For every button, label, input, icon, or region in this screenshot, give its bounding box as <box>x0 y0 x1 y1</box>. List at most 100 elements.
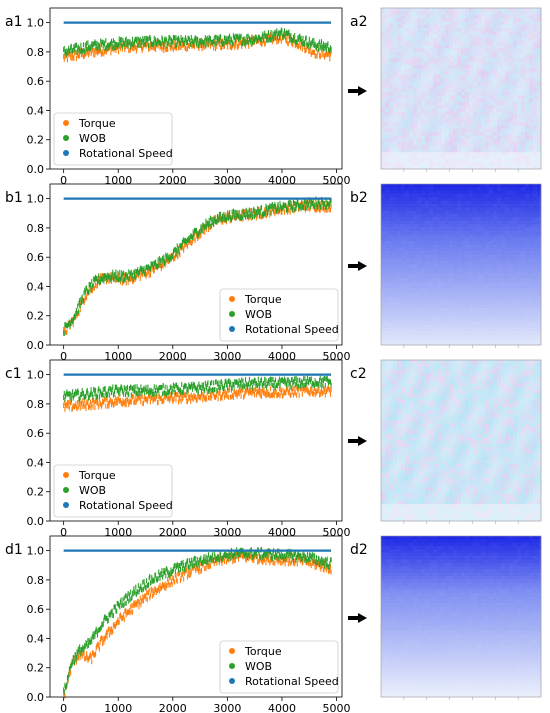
heatmap-cell <box>501 224 506 228</box>
heatmap-cell <box>533 331 538 336</box>
heatmap-cell <box>449 447 454 451</box>
heatmap-cell <box>397 334 402 339</box>
heatmap-cell <box>381 334 386 339</box>
heatmap-cell <box>385 31 390 36</box>
heatmap-cell <box>429 304 434 309</box>
heatmap-cell <box>453 135 458 140</box>
heatmap-cell <box>381 311 386 316</box>
heatmap-cell <box>497 224 502 228</box>
heatmap-cell <box>413 373 418 378</box>
heatmap-cell <box>421 98 426 103</box>
heatmap-cell <box>533 204 538 208</box>
heatmap-cell <box>457 287 462 292</box>
heatmap-cell <box>521 427 526 431</box>
heatmap-cell <box>445 264 450 269</box>
heatmap-cell <box>517 108 522 113</box>
heatmap-cell <box>397 122 402 126</box>
heatmap-cell <box>401 41 406 46</box>
heatmap-cell <box>509 48 514 52</box>
heatmap-cell <box>437 433 442 438</box>
heatmap-cell <box>517 95 522 99</box>
heatmap-cell <box>441 440 446 445</box>
heatmap-cell <box>509 443 514 448</box>
heatmap-cell <box>405 274 410 279</box>
heatmap-cell <box>425 373 430 378</box>
heatmap-cell <box>425 360 430 364</box>
heatmap-cell <box>397 430 402 435</box>
heatmap-cell <box>465 254 470 259</box>
heatmap-cell <box>505 75 510 79</box>
heatmap-cell <box>509 440 514 445</box>
heatmap-cell <box>417 390 422 394</box>
heatmap-cell <box>529 328 534 332</box>
heatmap-cell <box>433 400 438 404</box>
heatmap-cell <box>421 321 426 326</box>
heatmap-cell <box>445 308 450 312</box>
heatmap-cell <box>409 101 414 106</box>
heatmap-cell <box>397 271 402 275</box>
heatmap-cell <box>441 304 446 309</box>
heatmap-cell <box>417 241 422 245</box>
heatmap-cell <box>501 51 506 56</box>
heatmap-cell <box>509 95 514 99</box>
heatmap-cell <box>497 254 502 259</box>
heatmap-cell <box>449 440 454 445</box>
heatmap-cell <box>505 48 510 52</box>
heatmap-cell <box>421 24 426 29</box>
heatmap-cell <box>393 184 398 188</box>
heatmap-cell <box>429 108 434 113</box>
heatmap-cell <box>481 158 486 163</box>
heatmap-cell <box>437 41 442 46</box>
heatmap-cell <box>453 200 458 205</box>
heatmap-cell <box>449 254 454 259</box>
heatmap-cell <box>461 341 466 346</box>
heatmap-cell <box>389 287 394 292</box>
panel-label: b2 <box>350 190 368 206</box>
heatmap-cell <box>529 135 534 140</box>
heatmap-cell <box>525 38 530 42</box>
heatmap-cell <box>433 386 438 391</box>
heatmap-cell <box>453 281 458 285</box>
heatmap-cell <box>449 190 454 195</box>
heatmap-cell <box>425 58 430 62</box>
heatmap-cell <box>485 450 490 455</box>
heatmap-cell <box>421 254 426 259</box>
heatmap-cell <box>501 396 506 401</box>
heatmap-cell <box>453 363 458 368</box>
heatmap-cell <box>405 311 410 316</box>
heatmap-cell <box>481 8 486 12</box>
heatmap-cell <box>401 85 406 89</box>
heatmap-cell <box>449 135 454 140</box>
heatmap-cell <box>405 314 410 319</box>
heatmap-cell <box>385 95 390 99</box>
heatmap-cell <box>461 396 466 401</box>
heatmap-cell <box>417 331 422 336</box>
heatmap-cell <box>509 152 514 156</box>
heatmap-cell <box>401 155 406 160</box>
heatmap-cell <box>465 81 470 86</box>
heatmap-cell <box>397 420 402 425</box>
heatmap-cell <box>421 234 426 238</box>
heatmap-cell <box>485 61 490 66</box>
heatmap-cell <box>457 14 462 19</box>
heatmap-cell <box>437 217 442 222</box>
heatmap-cell <box>425 162 430 166</box>
heatmap-cell <box>525 291 530 295</box>
heatmap-cell <box>417 105 422 109</box>
heatmap-cell <box>469 224 474 228</box>
heatmap-cell <box>517 267 522 272</box>
heatmap-cell <box>449 194 454 198</box>
heatmap-cell <box>397 81 402 86</box>
heatmap-cell <box>393 318 398 322</box>
heatmap-cell <box>477 142 482 146</box>
heatmap-cell <box>505 334 510 339</box>
heatmap-cell <box>385 410 390 414</box>
heatmap-cell <box>525 18 530 22</box>
heatmap-cell <box>501 108 506 113</box>
heatmap-cell <box>509 44 514 49</box>
heatmap-cell <box>493 328 498 332</box>
heatmap-cell <box>421 115 426 119</box>
heatmap-cell <box>421 318 426 322</box>
heatmap-cell <box>533 187 538 192</box>
heatmap-cell <box>429 132 434 136</box>
